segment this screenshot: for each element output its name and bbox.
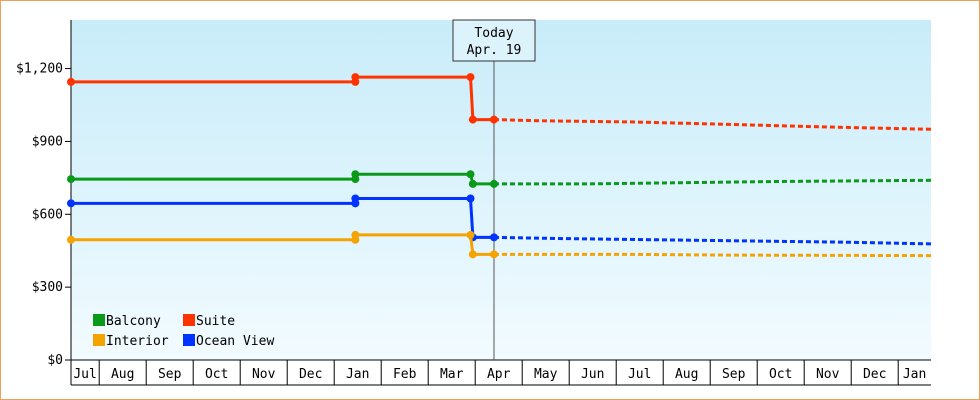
today-label: Today <box>474 26 513 41</box>
data-point <box>67 199 75 208</box>
series-forecast-line <box>494 252 932 258</box>
y-axis: $0 $300 $600 $900 $1,200 <box>16 20 72 385</box>
series-ocean-view <box>67 194 932 246</box>
data-point <box>490 179 498 188</box>
data-point <box>466 230 475 239</box>
x-tick-label: Nov <box>252 367 276 382</box>
x-tick-label: Aug <box>111 367 134 382</box>
data-point <box>490 233 498 242</box>
x-tick-label: Aug <box>675 367 698 382</box>
x-tick-label: Dec <box>299 367 322 382</box>
data-point <box>67 235 75 244</box>
x-tick-label: Feb <box>393 367 417 382</box>
data-point <box>468 250 477 259</box>
series-suite <box>67 73 932 131</box>
legend-item-interior: Interior <box>93 334 169 349</box>
legend-label: Balcony <box>106 314 161 329</box>
legend-label: Ocean View <box>196 334 274 349</box>
x-tick-label: Jan <box>903 367 926 382</box>
legend: Balcony Suite Interior Ocean View <box>93 314 274 349</box>
series-forecast-line <box>494 178 932 186</box>
today-date: Apr. 19 <box>467 43 522 58</box>
data-point <box>468 179 477 188</box>
x-tick-label: Mar <box>440 367 464 382</box>
x-tick-label: Apr <box>487 367 511 382</box>
series-forecast-line <box>493 118 932 131</box>
data-point <box>466 73 475 82</box>
series-interior <box>67 230 932 259</box>
series-layer <box>67 73 932 259</box>
legend-swatch <box>93 334 105 346</box>
x-tick-label: Jan <box>346 367 369 382</box>
y-tick-label: $600 <box>32 207 63 222</box>
legend-swatch <box>93 314 105 326</box>
x-tick-label: Dec <box>863 367 886 382</box>
legend-item-suite: Suite <box>183 314 235 329</box>
series-balcony <box>67 170 932 188</box>
legend-swatch <box>183 314 195 326</box>
x-tick-label: Jul <box>73 367 96 382</box>
data-point <box>351 170 360 179</box>
x-tick-label: Oct <box>769 367 792 382</box>
series-forecast-line <box>493 235 932 246</box>
y-tick-label: $1,200 <box>16 62 63 77</box>
legend-label: Suite <box>196 314 235 329</box>
x-tick-label: Oct <box>205 367 228 382</box>
today-callout-box <box>452 19 536 62</box>
legend-label: Interior <box>106 334 169 349</box>
plot-background <box>71 20 931 360</box>
data-point <box>351 73 360 82</box>
today-marker: Today Apr. 19 <box>452 19 536 360</box>
data-point <box>67 77 75 86</box>
x-tick-label: Sep <box>722 367 746 382</box>
x-axis: Jul Aug Sep Oct Nov Dec Jan Feb Mar Apr May Jun Jul A… <box>71 359 931 386</box>
x-tick-label: Nov <box>816 367 840 382</box>
x-tick-label: May <box>534 367 558 382</box>
y-tick-label: $0 <box>47 353 63 368</box>
data-point <box>490 115 498 124</box>
legend-item-ocean-view: Ocean View <box>183 334 274 349</box>
data-point <box>351 230 360 239</box>
data-point <box>351 194 360 203</box>
data-point <box>466 194 475 203</box>
x-tick-label: Jun <box>581 367 604 382</box>
legend-swatch <box>183 334 195 346</box>
x-tick-label: Sep <box>158 367 182 382</box>
y-tick-label: $300 <box>32 280 63 295</box>
data-point <box>67 175 75 184</box>
legend-item-balcony: Balcony <box>93 314 161 329</box>
y-tick-label: $900 <box>32 134 63 149</box>
data-point <box>466 170 475 179</box>
data-point <box>468 115 477 124</box>
data-point <box>490 250 498 259</box>
x-tick-label: Jul <box>628 367 651 382</box>
